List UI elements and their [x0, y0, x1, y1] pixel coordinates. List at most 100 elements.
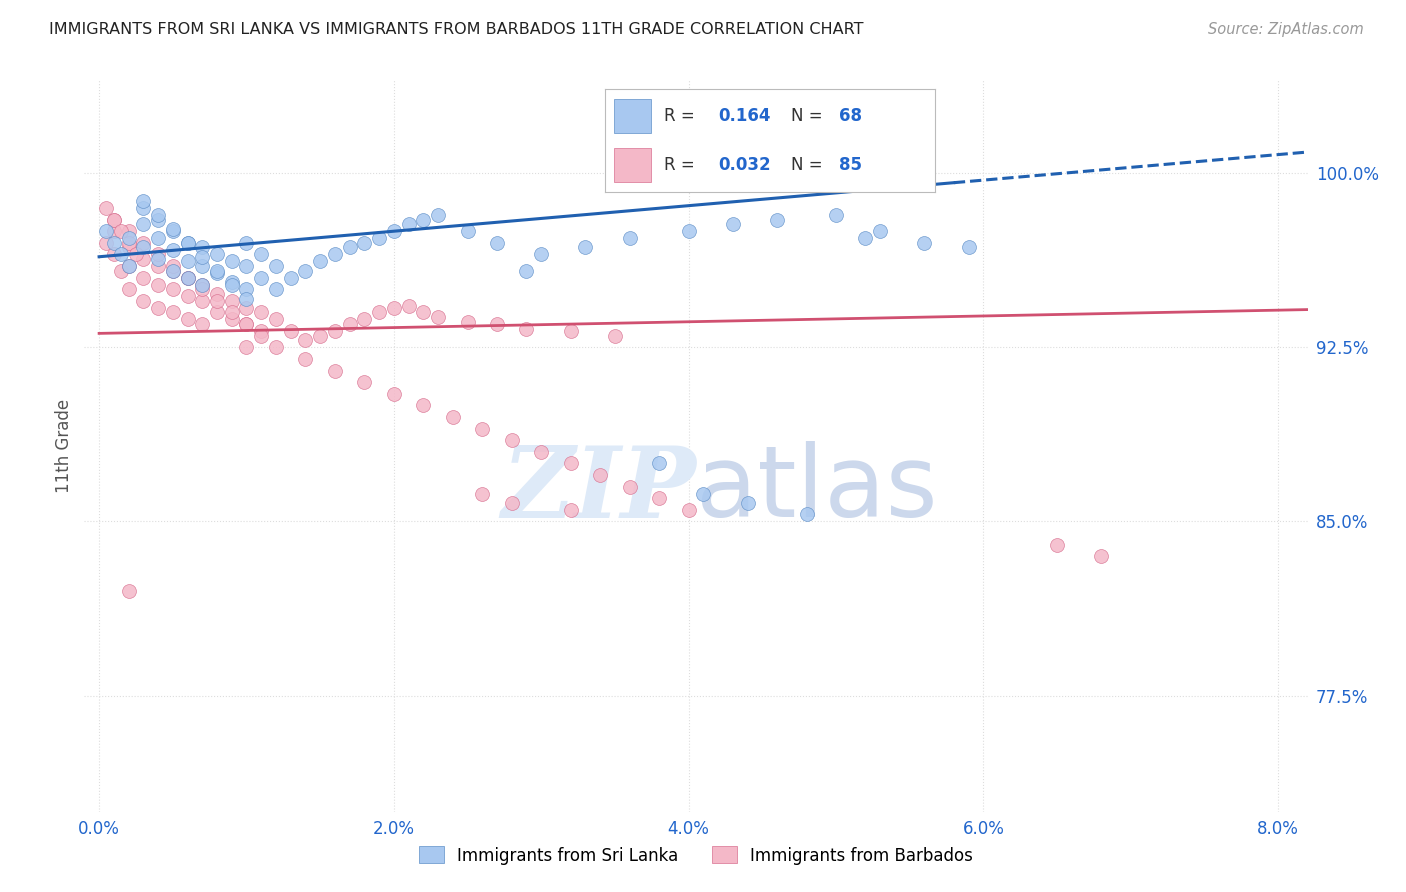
Point	[221, 254, 243, 268]
Point	[766, 212, 789, 227]
Point	[146, 259, 169, 273]
Point	[96, 235, 118, 250]
Point	[117, 231, 139, 245]
Point	[264, 340, 287, 354]
Point	[1046, 538, 1069, 552]
Point	[485, 317, 508, 331]
Point	[264, 282, 287, 296]
Point	[110, 224, 132, 238]
Point	[103, 224, 125, 238]
Point	[132, 235, 155, 250]
Point	[146, 212, 169, 227]
Point	[648, 457, 671, 471]
FancyBboxPatch shape	[614, 148, 651, 181]
Point	[162, 222, 184, 236]
Point	[323, 324, 346, 338]
Text: R =: R =	[664, 155, 700, 174]
Point	[162, 243, 184, 257]
Point	[205, 305, 228, 319]
Point	[205, 263, 228, 277]
Point	[117, 282, 139, 296]
Point	[427, 208, 450, 222]
Text: 0.164: 0.164	[718, 107, 770, 126]
Point	[221, 275, 243, 289]
Point	[146, 301, 169, 315]
Point	[117, 584, 139, 599]
Point	[280, 324, 302, 338]
Point	[515, 263, 537, 277]
Point	[176, 270, 198, 285]
Point	[574, 240, 596, 254]
Point	[692, 486, 714, 500]
Point	[250, 324, 273, 338]
Point	[221, 277, 243, 292]
Point	[250, 305, 273, 319]
Point	[737, 496, 759, 510]
Point	[412, 398, 434, 412]
Point	[191, 293, 214, 308]
Point	[796, 508, 818, 522]
Point	[191, 317, 214, 331]
FancyBboxPatch shape	[614, 99, 651, 133]
Point	[132, 270, 155, 285]
Point	[117, 224, 139, 238]
Text: 0.032: 0.032	[718, 155, 772, 174]
Point	[96, 224, 118, 238]
Text: atlas: atlas	[696, 442, 938, 539]
Point	[309, 254, 332, 268]
Point	[205, 247, 228, 261]
Point	[560, 503, 582, 517]
Point	[235, 340, 257, 354]
Point	[103, 235, 125, 250]
Point	[1090, 549, 1112, 564]
Point	[110, 247, 132, 261]
Point	[485, 235, 508, 250]
Point	[294, 263, 316, 277]
Point	[323, 363, 346, 377]
Point	[103, 212, 125, 227]
Point	[235, 235, 257, 250]
Y-axis label: 11th Grade: 11th Grade	[55, 399, 73, 493]
Point	[235, 301, 257, 315]
Point	[205, 293, 228, 308]
Point	[176, 312, 198, 326]
Point	[353, 235, 375, 250]
Point	[648, 491, 671, 506]
Point	[280, 270, 302, 285]
Point	[176, 235, 198, 250]
Point	[205, 286, 228, 301]
Text: R =: R =	[664, 107, 700, 126]
Text: ZIP: ZIP	[501, 442, 696, 538]
Point	[678, 503, 700, 517]
Point	[678, 224, 700, 238]
Point	[264, 259, 287, 273]
Point	[191, 277, 214, 292]
Point	[162, 305, 184, 319]
Point	[501, 496, 523, 510]
Point	[250, 328, 273, 343]
Point	[309, 328, 332, 343]
Point	[191, 240, 214, 254]
Point	[912, 235, 935, 250]
Point	[162, 259, 184, 273]
Point	[132, 293, 155, 308]
Point	[398, 217, 420, 231]
Text: 85: 85	[839, 155, 862, 174]
Point	[457, 224, 479, 238]
Point	[221, 312, 243, 326]
Point	[619, 480, 641, 494]
Point	[117, 259, 139, 273]
Point	[869, 224, 891, 238]
Point	[162, 263, 184, 277]
Point	[721, 217, 744, 231]
Point	[825, 208, 848, 222]
Point	[235, 259, 257, 273]
Point	[368, 231, 391, 245]
Point	[471, 486, 494, 500]
Point	[619, 231, 641, 245]
Point	[176, 254, 198, 268]
Point	[176, 289, 198, 303]
Point	[250, 247, 273, 261]
Point	[221, 293, 243, 308]
Point	[125, 247, 148, 261]
